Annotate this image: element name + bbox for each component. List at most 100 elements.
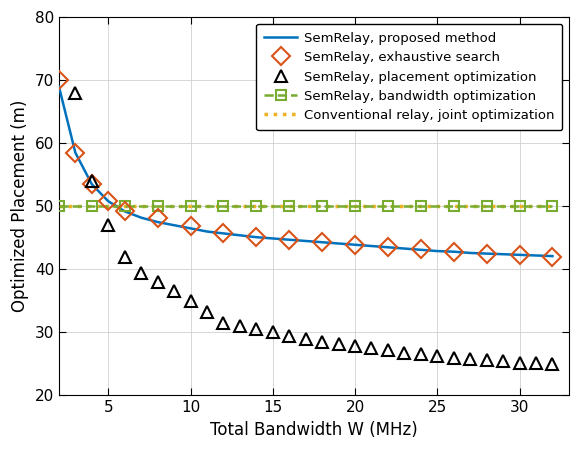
SemRelay, placement optimization — [401, 350, 408, 356]
SemRelay, placement optimization — [434, 354, 441, 359]
SemRelay, bandwidth optimization — [286, 203, 293, 209]
SemRelay, bandwidth optimization — [351, 203, 358, 209]
SemRelay, exhaustive search — [253, 234, 260, 239]
SemRelay, exhaustive search — [385, 245, 392, 250]
SemRelay, proposed method — [286, 237, 293, 243]
SemRelay, placement optimization — [220, 320, 227, 326]
SemRelay, proposed method — [171, 222, 177, 228]
SemRelay, proposed method — [318, 239, 325, 245]
Legend: SemRelay, proposed method, SemRelay, exhaustive search, SemRelay, placement opti: SemRelay, proposed method, SemRelay, exh… — [256, 24, 562, 130]
SemRelay, placement optimization — [121, 254, 128, 260]
SemRelay, placement optimization — [253, 327, 260, 332]
SemRelay, proposed method — [385, 245, 392, 250]
SemRelay, bandwidth optimization — [549, 203, 556, 209]
SemRelay, placement optimization — [171, 289, 177, 294]
SemRelay, placement optimization — [499, 359, 506, 364]
SemRelay, proposed method — [269, 236, 276, 241]
SemRelay, proposed method — [237, 233, 244, 238]
SemRelay, proposed method — [121, 209, 128, 214]
SemRelay, bandwidth optimization — [516, 203, 523, 209]
SemRelay, exhaustive search — [418, 247, 425, 252]
SemRelay, bandwidth optimization — [253, 203, 260, 209]
SemRelay, placement optimization — [532, 360, 539, 366]
SemRelay, exhaustive search — [105, 198, 112, 204]
SemRelay, proposed method — [450, 249, 457, 254]
SemRelay, bandwidth optimization — [187, 203, 194, 209]
SemRelay, exhaustive search — [549, 254, 556, 260]
SemRelay, proposed method — [204, 229, 211, 234]
SemRelay, placement optimization — [88, 178, 95, 184]
SemRelay, exhaustive search — [516, 253, 523, 258]
SemRelay, proposed method — [434, 248, 441, 254]
SemRelay, proposed method — [499, 252, 506, 257]
SemRelay, proposed method — [335, 241, 342, 246]
SemRelay, proposed method — [302, 238, 309, 243]
SemRelay, bandwidth optimization — [418, 203, 425, 209]
SemRelay, proposed method — [351, 242, 358, 248]
SemRelay, exhaustive search — [72, 150, 79, 155]
SemRelay, proposed method — [253, 234, 260, 240]
SemRelay, placement optimization — [286, 333, 293, 338]
SemRelay, proposed method — [368, 243, 375, 249]
SemRelay, proposed method — [418, 247, 425, 252]
SemRelay, proposed method — [483, 251, 490, 256]
SemRelay, bandwidth optimization — [220, 203, 227, 209]
SemRelay, placement optimization — [549, 361, 556, 367]
SemRelay, bandwidth optimization — [121, 203, 128, 209]
SemRelay, proposed method — [401, 246, 408, 251]
Y-axis label: Optimized Placement (m): Optimized Placement (m) — [11, 100, 29, 312]
SemRelay, proposed method — [516, 252, 523, 257]
SemRelay, proposed method — [532, 253, 539, 258]
SemRelay, exhaustive search — [88, 181, 95, 187]
Line: SemRelay, proposed method: SemRelay, proposed method — [59, 86, 552, 256]
SemRelay, placement optimization — [204, 310, 211, 315]
SemRelay, placement optimization — [302, 336, 309, 342]
SemRelay, placement optimization — [318, 339, 325, 345]
SemRelay, proposed method — [220, 231, 227, 236]
SemRelay, exhaustive search — [450, 249, 457, 254]
SemRelay, proposed method — [187, 225, 194, 231]
Line: SemRelay, placement optimization: SemRelay, placement optimization — [70, 87, 558, 369]
SemRelay, placement optimization — [483, 357, 490, 363]
SemRelay, placement optimization — [187, 298, 194, 304]
Line: SemRelay, bandwidth optimization: SemRelay, bandwidth optimization — [54, 202, 557, 211]
SemRelay, proposed method — [105, 198, 112, 204]
SemRelay, exhaustive search — [154, 215, 161, 220]
SemRelay, proposed method — [549, 253, 556, 259]
SemRelay, exhaustive search — [318, 239, 325, 245]
SemRelay, placement optimization — [385, 347, 392, 353]
SemRelay, proposed method — [72, 150, 79, 155]
SemRelay, placement optimization — [467, 356, 474, 362]
SemRelay, placement optimization — [335, 341, 342, 346]
SemRelay, proposed method — [137, 215, 144, 220]
SemRelay, placement optimization — [154, 279, 161, 285]
SemRelay, placement optimization — [237, 324, 244, 329]
X-axis label: Total Bandwidth W (MHz): Total Bandwidth W (MHz) — [210, 421, 418, 439]
Line: SemRelay, exhaustive search: SemRelay, exhaustive search — [53, 74, 559, 263]
SemRelay, proposed method — [154, 219, 161, 225]
SemRelay, exhaustive search — [56, 77, 63, 83]
SemRelay, exhaustive search — [187, 224, 194, 229]
SemRelay, placement optimization — [72, 90, 79, 95]
SemRelay, placement optimization — [368, 346, 375, 351]
SemRelay, exhaustive search — [220, 230, 227, 235]
SemRelay, exhaustive search — [483, 251, 490, 256]
SemRelay, placement optimization — [351, 343, 358, 348]
SemRelay, bandwidth optimization — [56, 203, 63, 209]
SemRelay, placement optimization — [105, 222, 112, 228]
SemRelay, proposed method — [467, 250, 474, 256]
SemRelay, placement optimization — [450, 355, 457, 360]
SemRelay, bandwidth optimization — [154, 203, 161, 209]
SemRelay, placement optimization — [137, 270, 144, 275]
SemRelay, placement optimization — [418, 352, 425, 357]
SemRelay, proposed method — [56, 84, 63, 89]
SemRelay, bandwidth optimization — [483, 203, 490, 209]
SemRelay, bandwidth optimization — [88, 203, 95, 209]
SemRelay, exhaustive search — [286, 237, 293, 243]
SemRelay, bandwidth optimization — [385, 203, 392, 209]
SemRelay, proposed method — [88, 181, 95, 187]
SemRelay, bandwidth optimization — [318, 203, 325, 209]
SemRelay, exhaustive search — [351, 242, 358, 248]
SemRelay, placement optimization — [269, 330, 276, 335]
SemRelay, exhaustive search — [121, 209, 128, 214]
